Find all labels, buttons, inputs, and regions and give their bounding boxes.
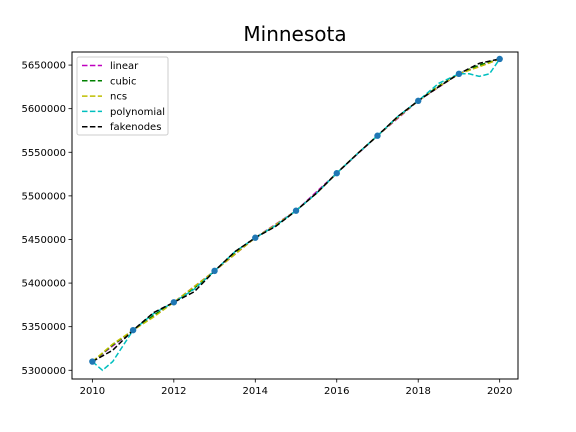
legend-label-linear: linear (110, 61, 139, 72)
legend: linear cubic ncs polynomial fakenodes (76, 56, 169, 136)
data-point (455, 70, 463, 78)
y-tick-label: 5300000 (21, 366, 66, 377)
data-point (496, 55, 503, 63)
data-point (129, 326, 137, 334)
y-tick-label: 5400000 (21, 279, 66, 290)
data-point (333, 170, 340, 177)
x-tick-label: 2010 (80, 386, 105, 397)
data-point (211, 267, 218, 275)
data-point (374, 132, 381, 139)
x-axis-ticks: 2010 2012 2014 2016 2018 2020 (80, 379, 512, 397)
y-tick-label: 5550000 (21, 148, 66, 159)
x-tick-label: 2020 (487, 386, 512, 397)
chart-title: Minnesota (243, 22, 347, 46)
legend-label-fakenodes: fakenodes (110, 122, 161, 133)
y-tick-label: 5600000 (21, 104, 66, 115)
x-tick-label: 2016 (324, 386, 349, 397)
data-points-layer (89, 55, 503, 365)
x-tick-label: 2014 (243, 386, 268, 397)
x-tick-label: 2012 (161, 386, 186, 397)
y-axis-ticks: 5300000 5350000 5400000 5450000 5500000 55500… (21, 61, 72, 377)
data-point (252, 234, 259, 241)
data-point (415, 97, 422, 105)
legend-box (76, 56, 169, 136)
y-tick-label: 5650000 (21, 61, 66, 72)
y-tick-label: 5350000 (21, 322, 66, 333)
y-tick-label: 5450000 (21, 235, 66, 246)
legend-label-ncs: ncs (110, 92, 127, 103)
legend-label-polynomial: polynomial (110, 107, 165, 118)
data-point (89, 358, 96, 365)
x-tick-label: 2018 (405, 386, 430, 397)
data-point (170, 299, 178, 306)
plot-frame (71, 51, 519, 380)
data-point (292, 207, 300, 214)
y-tick-label: 5500000 (21, 191, 66, 202)
legend-label-cubic: cubic (110, 76, 136, 87)
